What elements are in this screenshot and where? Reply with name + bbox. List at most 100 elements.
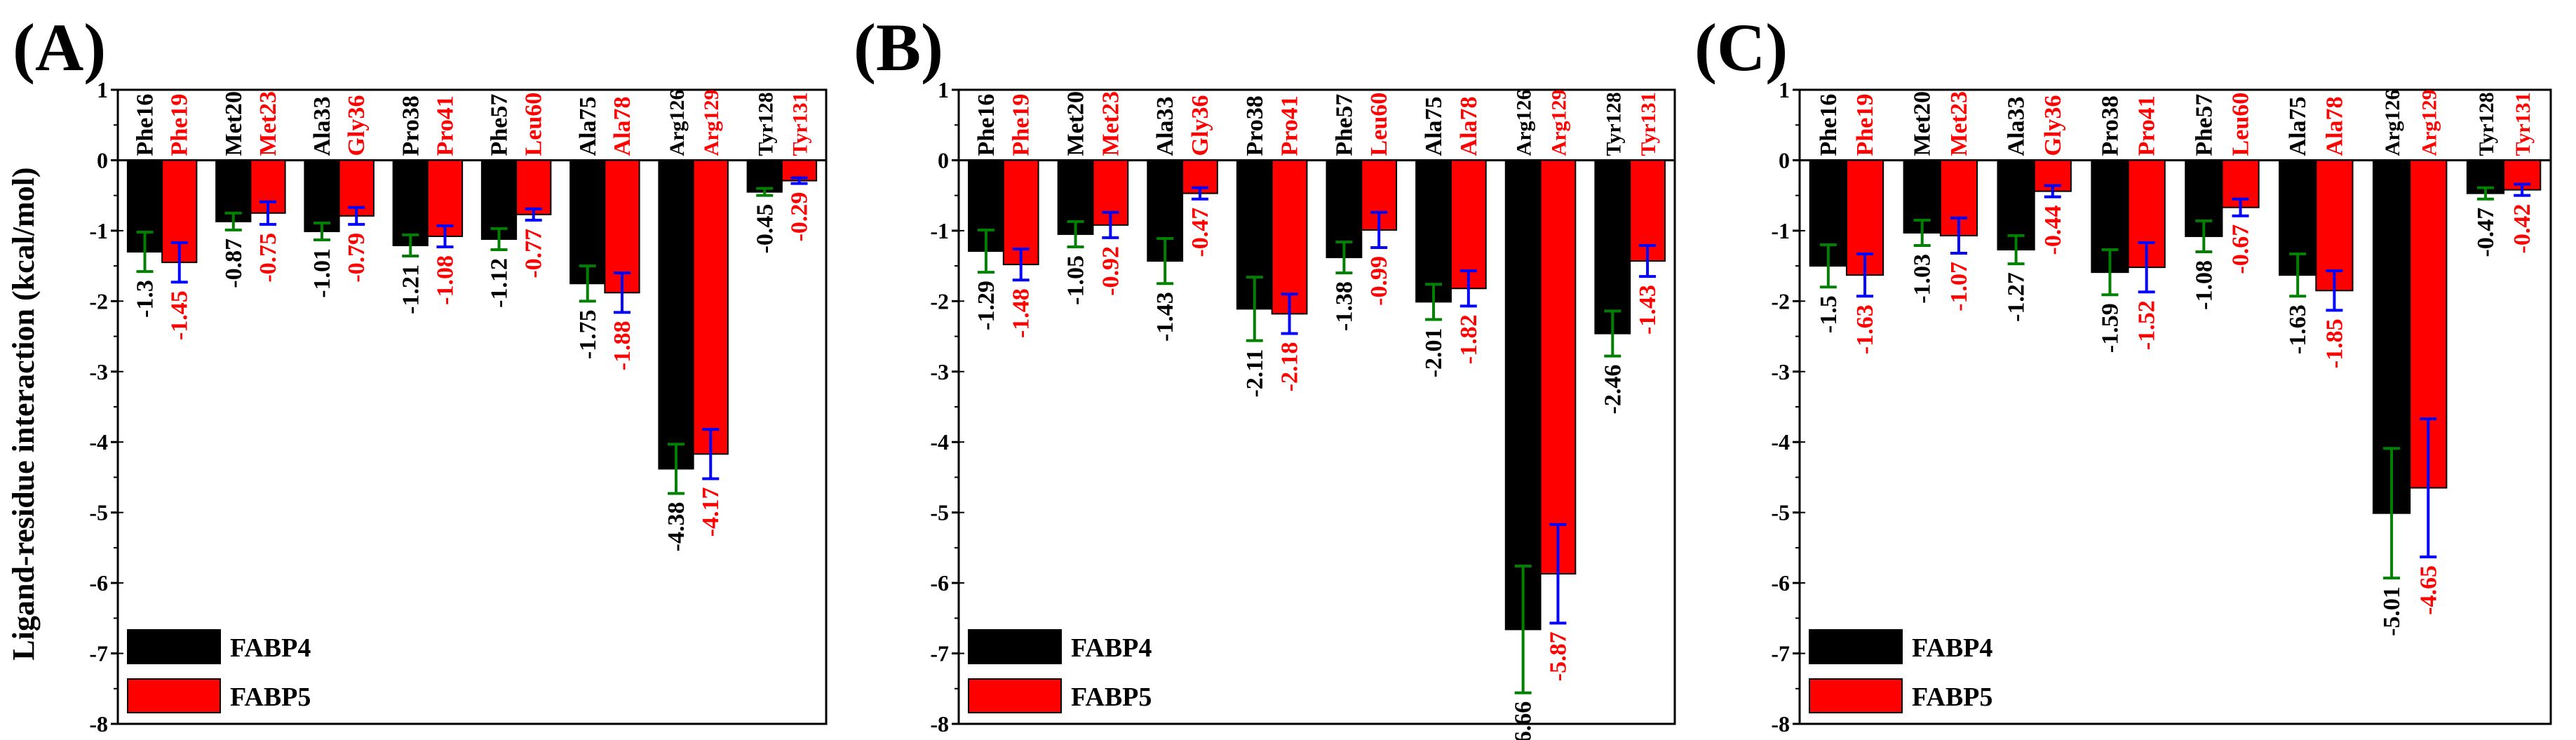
fabp4-residue-label: Met20	[1063, 91, 1089, 156]
y-tick-label: 1	[938, 77, 949, 102]
fabp4-bar	[480, 159, 518, 240]
y-tick-label: -5	[1771, 500, 1790, 525]
residue-group: -1.63 Ala75 -1.85 Ala78	[2279, 96, 2354, 368]
fabp4-residue-label: Phe57	[1331, 94, 1357, 156]
y-tick-label: 1	[97, 77, 108, 102]
fabp4-value-label: -1.08	[2191, 260, 2217, 310]
fabp5-residue-label: Ala78	[2321, 96, 2347, 156]
fabp5-value-label: -0.67	[2228, 224, 2254, 274]
fabp5-value-label: -1.85	[2321, 318, 2347, 368]
y-tick-label: -1	[89, 218, 108, 243]
y-axis-label: Ligand-residue interaction (kcal/mol)	[6, 167, 41, 660]
legend-label-fabp4: FABP4	[1912, 633, 1992, 663]
y-tick-label: 0	[97, 147, 108, 173]
residue-group: -1.75 Ala75 -1.88 Ala78	[569, 96, 640, 370]
y-tick-label: -7	[1771, 641, 1790, 666]
fabp4-value-label: -4.38	[663, 502, 689, 552]
residue-group: -1.38 Phe57 -0.99 Leu60	[1326, 93, 1398, 331]
fabp4-value-label: -2.11	[1242, 349, 1268, 398]
y-tick-label: -3	[89, 359, 108, 384]
fabp4-value-label: -1.75	[575, 309, 601, 359]
residue-group: -0.45 Tyr128 -0.29 Tyr131	[746, 92, 818, 254]
fabp5-residue-label: Gly36	[2040, 95, 2066, 156]
y-tick-label: 0	[938, 147, 949, 173]
fabp4-residue-label: Met20	[1910, 91, 1936, 156]
fabp4-residue-label: Ala75	[575, 96, 601, 156]
fabp5-bar	[1271, 159, 1308, 315]
panel-2: (B)1 0 -1 -2 -3 -4 -5 -6 -7 -8 -1.29 Phe16 -1.48 Phe1…	[854, 10, 1676, 740]
fabp4-value-label: -6.66	[1511, 701, 1537, 740]
fabp5-residue-label: Arg129	[1547, 89, 1570, 156]
legend: FABP4 FABP5	[127, 629, 311, 713]
fabp5-value-label: -0.99	[1366, 256, 1392, 306]
fabp4-value-label: -1.12	[487, 258, 513, 308]
fabp5-value-label: -0.42	[2509, 204, 2535, 254]
panel-label: (C)	[1694, 10, 1788, 85]
fabp4-residue-label: Phe16	[973, 94, 999, 156]
fabp5-bar	[1539, 159, 1577, 575]
fabp4-bar	[658, 159, 694, 470]
fabp4-value-label: -1.21	[398, 264, 424, 314]
fabp5-residue-label: Tyr131	[1637, 92, 1660, 156]
fabp5-value-label: -4.17	[698, 487, 724, 537]
y-tick-label: -8	[1771, 711, 1790, 736]
legend-swatch-fabp5	[968, 678, 1062, 713]
residue-group: -1.5 Phe16 -1.63 Phe19	[1809, 94, 1884, 354]
y-axis-ticks: 1 0 -1 -2 -3 -4 -5 -6 -7 -8	[1771, 77, 1805, 736]
fabp4-residue-label: Ala33	[309, 96, 335, 156]
fabp4-value-label: -1.03	[1910, 254, 1936, 304]
fabp5-residue-label: Ala78	[1456, 96, 1482, 156]
fabp4-value-label: -0.45	[752, 204, 778, 254]
residue-group: -6.66 Arg126 -5.87 Arg129	[1504, 89, 1577, 740]
y-tick-label: -2	[930, 288, 949, 314]
fabp4-value-label: -1.01	[309, 248, 335, 298]
panel-3: (C)1 0 -1 -2 -3 -4 -5 -6 -7 -8 -1.5 Phe16 -1.63 Phe19…	[1694, 10, 2552, 736]
legend-swatch-fabp5	[127, 678, 221, 713]
y-tick-label: -6	[1771, 570, 1790, 596]
fabp5-value-label: -1.88	[609, 321, 635, 370]
fabp5-value-label: -1.08	[432, 255, 458, 305]
fabp5-residue-label: Arg129	[2417, 89, 2441, 156]
fabp4-bar	[392, 159, 429, 246]
y-tick-label: -8	[89, 711, 108, 736]
fabp5-value-label: -0.79	[344, 233, 370, 283]
fabp5-residue-label: Leu60	[2228, 93, 2254, 156]
fabp5-value-label: -1.07	[1946, 262, 1972, 311]
fabp4-value-label: -1.59	[2097, 303, 2123, 353]
residue-group: -5.01 Arg126 -4.65 Arg129	[2372, 89, 2448, 636]
fabp4-residue-label: Ala33	[2004, 96, 2030, 156]
fabp5-value-label: -1.63	[1852, 304, 1878, 354]
fabp4-bar	[1504, 159, 1542, 631]
y-tick-label: -4	[89, 429, 108, 455]
y-tick-label: -4	[1771, 429, 1790, 455]
fabp4-value-label: -1.29	[973, 281, 999, 330]
fabp5-residue-label: Gly36	[1187, 95, 1213, 156]
y-axis-ticks: 1 0 -1 -2 -3 -4 -5 -6 -7 -8	[930, 77, 964, 736]
fabp5-residue-label: Met23	[255, 91, 281, 156]
fabp5-residue-label: Met23	[1946, 91, 1972, 156]
fabp4-residue-label: Met20	[221, 91, 247, 156]
y-tick-label: 1	[1779, 77, 1790, 102]
legend-label-fabp4: FABP4	[1071, 633, 1152, 663]
fabp4-residue-label: Ala33	[1152, 96, 1178, 156]
fabp5-value-label: -1.82	[1456, 314, 1482, 364]
fabp5-value-label: -0.77	[521, 229, 547, 278]
fabp5-value-label: -0.29	[786, 192, 812, 242]
fabp5-value-label: -0.75	[255, 233, 281, 283]
fabp4-residue-label: Pro38	[398, 95, 424, 156]
y-axis-ticks: 1 0 -1 -2 -3 -4 -5 -6 -7 -8	[89, 77, 123, 736]
residue-group: -1.43 Ala33 -0.47 Gly36	[1147, 95, 1218, 342]
fabp4-residue-label: Phe16	[133, 94, 159, 156]
fabp4-value-label: -2.01	[1421, 328, 1447, 377]
fabp4-bar	[1415, 159, 1452, 303]
y-tick-label: -1	[930, 218, 949, 243]
fabp5-value-label: -1.52	[2134, 300, 2160, 350]
fabp4-value-label: -1.05	[1063, 255, 1089, 305]
y-tick-label: -3	[930, 359, 949, 384]
fabp4-bar	[304, 159, 340, 232]
legend: FABP4 FABP5	[1809, 629, 1992, 713]
fabp5-value-label: -0.47	[1187, 208, 1213, 257]
fabp4-residue-label: Tyr128	[754, 92, 777, 156]
fabp5-bar	[426, 159, 464, 237]
